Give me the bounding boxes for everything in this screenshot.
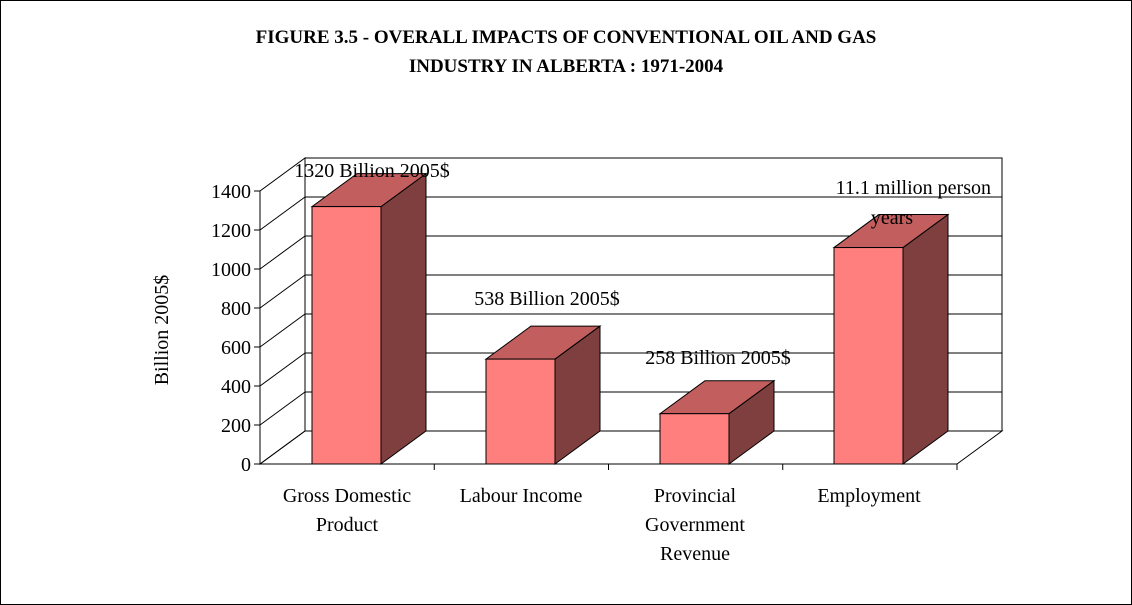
chart-title-line-2: INDUSTRY IN ALBERTA : 1971-2004 [408, 56, 724, 77]
data-labels: 1320 Billion 2005$ 538 Billion 2005$ 258 B… [294, 160, 991, 369]
data-label: 11.1 million person [836, 177, 991, 199]
data-label: 258 Billion 2005$ [645, 347, 791, 369]
chart-title: FIGURE 3.5 - OVERALL IMPACTS OF CONVENTI… [0, 23, 1132, 81]
x-tick-label: Employment [817, 485, 921, 507]
bar [658, 379, 776, 465]
bar-front [311, 206, 382, 465]
x-tick-label: Product [316, 514, 379, 536]
bar [484, 325, 602, 465]
floor [259, 430, 1004, 465]
bar-front [659, 413, 730, 465]
y-tick-label: 0 [241, 454, 251, 476]
y-tick-label: 600 [221, 337, 251, 359]
data-label: 538 Billion 2005$ [474, 288, 620, 310]
side-wall [259, 157, 306, 465]
bar [310, 172, 428, 465]
gridline-side [259, 313, 306, 348]
chart-title-line-1: FIGURE 3.5 - OVERALL IMPACTS OF CONVENTI… [255, 27, 877, 48]
y-tick-label: 1400 [211, 181, 251, 203]
gridline-side [259, 235, 306, 270]
x-tick-label: Provincial [654, 485, 737, 507]
y-tick-labels: 0 200 400 600 800 1000 1200 1400 [211, 181, 251, 476]
y-tick-label: 200 [221, 415, 251, 437]
gridline-side [259, 274, 306, 309]
data-label: years [871, 207, 913, 229]
bar-front [485, 358, 556, 465]
x-tick-labels: Gross Domestic Product Labour Income Provin… [283, 485, 921, 565]
bar-front [833, 247, 904, 465]
bar-side [380, 172, 427, 465]
y-axis-title: Billion 2005$ [151, 275, 173, 386]
x-tick-label: Labour Income [460, 485, 583, 507]
x-tick-label: Gross Domestic [283, 485, 411, 507]
y-tick-label: 1000 [211, 259, 251, 281]
y-tick-label: 1200 [211, 220, 251, 242]
bars [310, 172, 950, 465]
x-tick-label: Revenue [660, 543, 730, 565]
gridline-side [259, 352, 306, 387]
y-tick-label: 400 [221, 376, 251, 398]
bar [832, 213, 950, 465]
bar-side [902, 213, 949, 465]
x-tick-label: Government [645, 514, 745, 536]
y-tick-label: 800 [221, 298, 251, 320]
gridline-side [259, 196, 306, 231]
data-label: 1320 Billion 2005$ [294, 160, 450, 182]
gridline-side [259, 391, 306, 426]
